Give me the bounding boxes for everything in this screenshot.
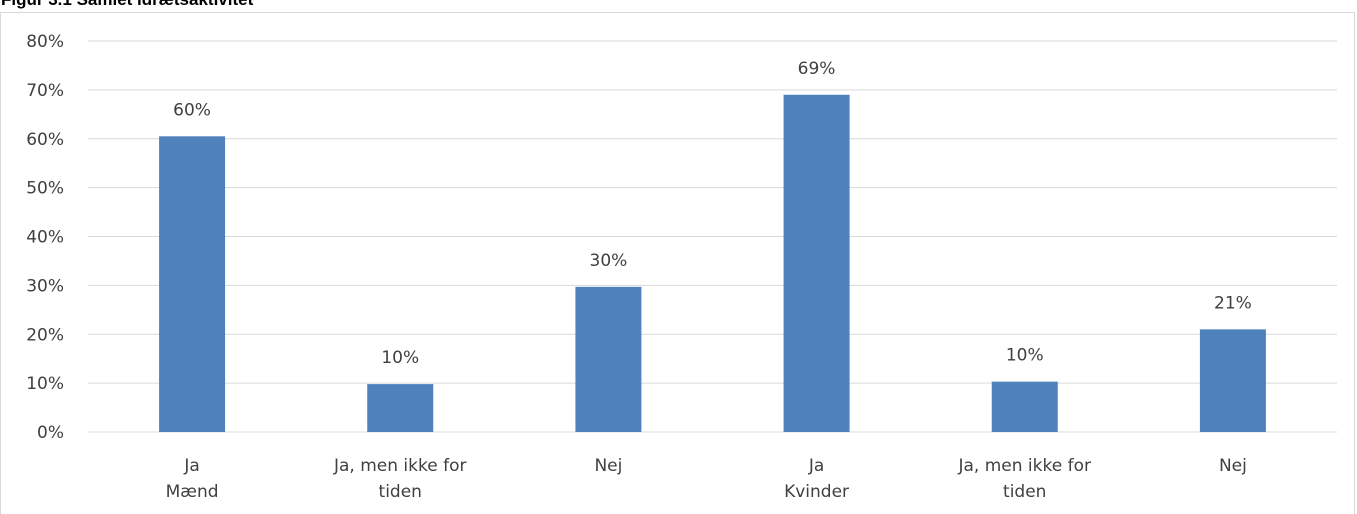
y-axis-ticks: 0% 10% 20% 30% 40% 50% 60% 70% 80% (26, 32, 64, 443)
data-label: 60% (173, 100, 211, 120)
data-label: 21% (1214, 293, 1252, 313)
y-tick-label: 20% (26, 325, 64, 345)
bar (991, 381, 1058, 432)
x-category-label: Ja, men ikke for tiden (333, 456, 466, 502)
x-group-label: Mænd (166, 482, 219, 502)
bar (159, 136, 226, 432)
gridlines (88, 40, 1337, 433)
x-category-label: Nej (1219, 456, 1247, 476)
x-category-label: Ja, men ikke for tiden (958, 456, 1091, 502)
bar (1199, 329, 1266, 432)
y-tick-label: 10% (26, 374, 64, 394)
bar (783, 94, 850, 432)
data-label: 10% (381, 348, 419, 368)
y-tick-label: 60% (26, 130, 64, 150)
data-label: 30% (590, 251, 628, 271)
data-label: 10% (1006, 346, 1044, 366)
data-label: 69% (798, 59, 836, 79)
y-tick-label: 80% (26, 32, 64, 52)
y-tick-label: 70% (26, 81, 64, 101)
x-category-label: Ja (183, 456, 199, 476)
x-group-label: Kvinder (784, 482, 849, 502)
data-labels: 60% 10% 30% 69% 10% 21% (173, 59, 1252, 368)
chart-title: Figur 3.1 Samlet idrætsaktivitet (1, 0, 253, 10)
x-category-label: Ja (808, 456, 824, 476)
x-axis-labels: Ja Ja, men ikke for tiden Nej Ja Ja, men ikke… (166, 456, 1247, 502)
y-tick-label: 30% (26, 276, 64, 296)
x-category-label: Nej (594, 456, 622, 476)
y-tick-label: 50% (26, 179, 64, 199)
bars (159, 94, 1266, 432)
bar (575, 286, 642, 432)
bar (367, 384, 434, 432)
y-tick-label: 0% (37, 423, 64, 443)
chart-frame (0, 12, 1355, 514)
y-tick-label: 40% (26, 228, 64, 248)
